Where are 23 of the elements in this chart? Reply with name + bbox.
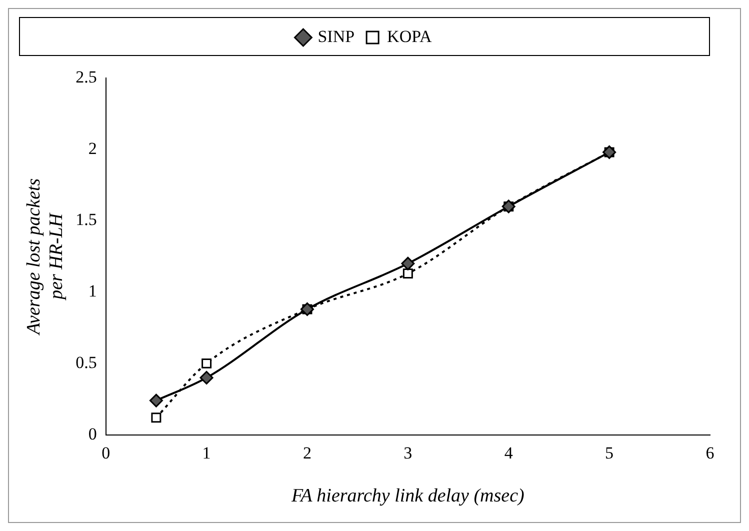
x-tick-label: 3	[404, 443, 412, 462]
point	[202, 358, 212, 368]
x-tick-label: 0	[102, 443, 110, 462]
point	[200, 370, 214, 384]
y-tick-label: 0.5	[76, 352, 97, 372]
y-axis-title: Average lost packets per HR-LH	[23, 178, 68, 336]
y-tick-label: 0	[88, 424, 97, 444]
x-tick-label: 2	[302, 443, 312, 462]
legend-label: KOPA	[387, 26, 433, 46]
x-tick-label: 5	[605, 443, 614, 462]
y-tick-label: 1	[88, 282, 97, 301]
point	[151, 412, 162, 423]
x-tick-label: 6	[706, 443, 714, 462]
point	[401, 256, 415, 270]
x-tick-label: 4	[504, 443, 514, 462]
y-tick-label: 2.5	[76, 67, 97, 86]
legend-label: SINP	[318, 26, 355, 46]
x-axis-title: FA hierarchy link delay (msec)	[290, 486, 524, 507]
x-tick-label: 1	[202, 443, 211, 462]
y-tick-label: 2	[88, 138, 97, 158]
point	[402, 268, 413, 279]
y-tick-label: 1.5	[76, 210, 97, 230]
point	[149, 394, 163, 408]
